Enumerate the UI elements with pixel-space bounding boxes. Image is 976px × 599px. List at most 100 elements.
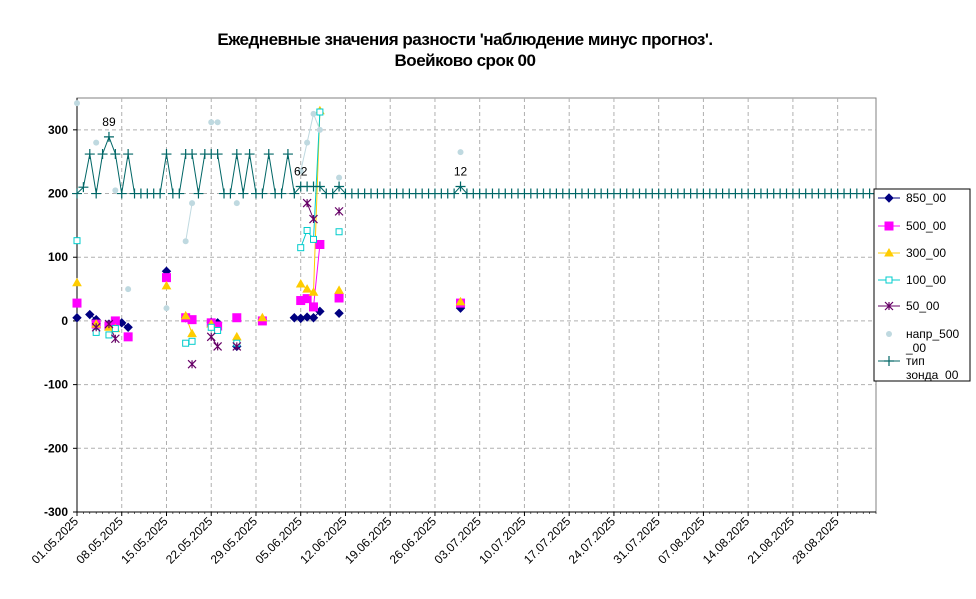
- legend-label: зонда_00: [906, 368, 959, 382]
- data-point: [302, 312, 312, 322]
- chart-title-line1: Ежедневные значения разности 'наблюдение…: [217, 30, 713, 49]
- data-point: [182, 339, 190, 347]
- data-point: [193, 188, 204, 199]
- data-point: [257, 188, 268, 199]
- data-point: [302, 284, 312, 293]
- legend-label: 50_00: [906, 299, 940, 313]
- data-point: [187, 315, 197, 325]
- data-point: [315, 239, 325, 249]
- y-tick-label: -300: [44, 505, 68, 519]
- data-point: [232, 313, 242, 323]
- legend-swatch-marker: [886, 331, 892, 337]
- data-point: [334, 181, 345, 192]
- x-tick-label: 26.06.2025: [387, 514, 440, 567]
- legend-label: 300_00: [906, 246, 946, 260]
- data-point: [314, 181, 325, 192]
- data-label: 12: [454, 165, 468, 179]
- data-point: [449, 188, 460, 199]
- data-point: [334, 206, 344, 216]
- data-point: [297, 168, 304, 175]
- data-point: [457, 149, 464, 156]
- x-tick-label: 10.07.2025: [476, 514, 529, 567]
- data-point: [334, 285, 344, 294]
- series-line-100_00: [300, 111, 321, 248]
- data-point: [297, 244, 305, 252]
- data-point: [84, 149, 95, 160]
- x-tick-label: 29.05.2025: [208, 514, 261, 567]
- data-point: [110, 149, 121, 160]
- data-point: [232, 341, 242, 351]
- legend-swatch-marker: [884, 356, 894, 366]
- data-point: [187, 359, 197, 369]
- legend-swatch-marker: [885, 276, 893, 284]
- legend-label: 850_00: [906, 191, 946, 205]
- x-tick-label: 21.08.2025: [745, 514, 798, 567]
- data-point: [182, 238, 189, 245]
- data-point: [302, 198, 312, 208]
- data-point: [123, 332, 133, 342]
- data-point: [233, 200, 240, 207]
- data-point: [72, 277, 82, 287]
- data-point: [207, 323, 215, 331]
- x-tick-label: 15.05.2025: [118, 514, 171, 567]
- data-point: [455, 181, 466, 192]
- plot-area: [76, 97, 877, 513]
- data-label: 62: [294, 165, 308, 179]
- data-point: [336, 174, 343, 181]
- legend-label: тип: [906, 354, 925, 368]
- data-point: [208, 119, 215, 126]
- data-point: [125, 286, 132, 293]
- data-point: [244, 149, 255, 160]
- data-point: [187, 149, 198, 160]
- data-point: [78, 182, 89, 193]
- data-point: [111, 325, 119, 333]
- data-point: [73, 237, 81, 245]
- data-point: [282, 149, 293, 160]
- legend-swatch-marker: [884, 301, 894, 311]
- x-tick-label: 31.07.2025: [610, 514, 663, 567]
- data-point: [289, 188, 300, 199]
- data-point: [187, 328, 197, 338]
- legend-label: _00: [905, 341, 926, 355]
- data-point: [155, 188, 166, 199]
- chart-title-line2: Воейково срок 00: [394, 51, 536, 70]
- data-point: [97, 149, 108, 160]
- data-point: [163, 305, 170, 312]
- x-tick-label: 17.07.2025: [521, 514, 574, 567]
- data-point: [74, 100, 80, 107]
- legend-swatch-marker: [884, 247, 894, 257]
- series-line-напр_500_00: [185, 203, 193, 242]
- x-tick-label: 12.06.2025: [297, 514, 350, 567]
- legend-label: 500_00: [906, 219, 946, 233]
- data-point: [72, 313, 82, 323]
- data-point: [238, 188, 249, 199]
- data-point: [310, 235, 318, 243]
- data-point: [112, 187, 119, 194]
- data-point: [91, 188, 102, 199]
- x-tick-label: 14.08.2025: [700, 514, 753, 567]
- x-tick-label: 08.05.2025: [73, 514, 126, 567]
- data-point: [334, 293, 344, 303]
- data-point: [302, 294, 312, 304]
- data-point: [180, 310, 191, 320]
- legend-label: 100_00: [906, 273, 946, 287]
- data-label: 89: [102, 115, 116, 129]
- data-point: [189, 200, 196, 207]
- x-tick-label: 24.07.2025: [566, 514, 619, 567]
- data-point: [455, 296, 466, 306]
- x-tick-label: 03.07.2025: [431, 514, 484, 567]
- data-point: [206, 332, 216, 342]
- data-point: [161, 273, 171, 283]
- x-tick-label: 22.05.2025: [163, 514, 216, 567]
- data-point: [91, 322, 101, 332]
- x-tick-label: 05.06.2025: [252, 514, 305, 567]
- data-point: [303, 226, 311, 234]
- data-point: [93, 139, 100, 146]
- data-point: [289, 313, 300, 323]
- legend-label: напр_500: [906, 327, 959, 341]
- data-point: [309, 302, 319, 312]
- series-line-напр_500_00: [300, 112, 321, 172]
- y-tick-label: 200: [48, 187, 68, 201]
